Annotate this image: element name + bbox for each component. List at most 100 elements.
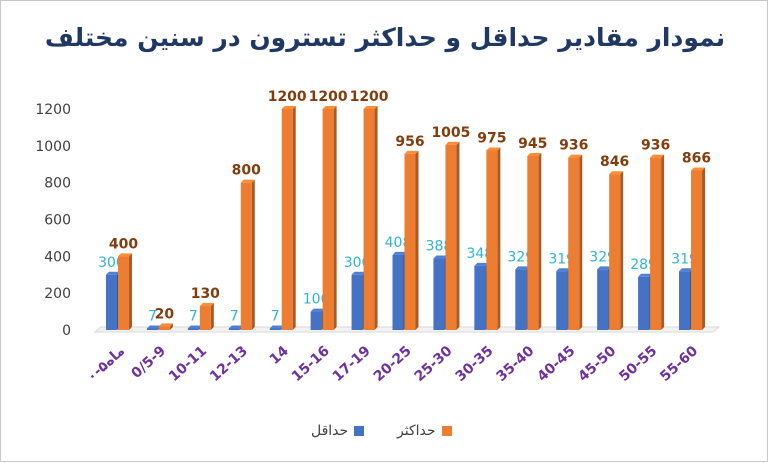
x-tick-label: 17-19 xyxy=(330,343,374,385)
y-tick-label: 200 xyxy=(44,286,71,302)
bar-max-top xyxy=(568,154,583,158)
legend-swatch-max xyxy=(441,426,452,436)
data-label-max: 1005 xyxy=(431,125,470,141)
legend-item-max: حداکثر xyxy=(397,423,452,439)
bar-min-top xyxy=(515,266,530,270)
bar-min xyxy=(679,271,691,330)
y-tick-label: 600 xyxy=(44,213,71,229)
bar-min xyxy=(597,269,609,330)
bar-max-side xyxy=(661,154,665,330)
bar-min xyxy=(310,311,322,330)
bar-max xyxy=(158,326,170,330)
bar-max-top xyxy=(527,152,542,156)
bar-min xyxy=(515,269,527,330)
bar-max-top xyxy=(445,141,460,145)
bar-min-top xyxy=(392,251,407,255)
bar-min xyxy=(474,265,486,330)
data-label-max: 400 xyxy=(109,236,138,252)
y-tick-label: 400 xyxy=(44,249,71,265)
bar-max-side xyxy=(374,106,378,330)
x-tick-label: 45-50 xyxy=(575,343,619,385)
data-label-max: 936 xyxy=(559,138,588,154)
bar-max-side xyxy=(333,106,337,330)
bar-max-side xyxy=(456,141,460,330)
y-tick-label: 1000 xyxy=(35,139,71,155)
x-tick-label: 35-40 xyxy=(493,343,537,385)
bar-min-top xyxy=(679,268,694,272)
bar-max-side xyxy=(497,147,501,330)
bar-max-top xyxy=(363,106,378,109)
data-label-max: 1200 xyxy=(309,89,348,105)
y-tick-label: 1200 xyxy=(35,102,71,118)
bar-max-top xyxy=(609,171,624,175)
x-tick-label: 25-30 xyxy=(412,343,456,385)
bar-min-top xyxy=(351,271,366,275)
bar-max xyxy=(281,109,293,330)
bar-min-top xyxy=(187,325,202,329)
bar-max-top xyxy=(322,106,337,109)
bar-max xyxy=(486,150,498,330)
bar-min xyxy=(187,328,199,330)
data-label-max: 936 xyxy=(641,138,670,154)
bar-min xyxy=(556,271,568,330)
bar-min xyxy=(228,328,240,330)
legend-label-min: حداقل xyxy=(311,423,349,439)
bar-min-top xyxy=(228,325,243,329)
bar-max xyxy=(650,157,662,330)
data-label-max: 866 xyxy=(682,151,711,167)
x-tick-label: 0/5-9 xyxy=(129,343,170,382)
data-label-min: 7 xyxy=(271,309,280,325)
bar-max xyxy=(117,256,129,330)
chart-title: نمودار مقادیر حداقل و حداکثر تسترون در س… xyxy=(44,23,726,52)
data-label-max: 1200 xyxy=(350,89,389,105)
bar-min-top xyxy=(105,271,120,275)
bar-min-top xyxy=(556,268,571,272)
bar-max xyxy=(240,182,252,330)
x-tick-label: 15-16 xyxy=(289,343,333,385)
x-tick-label: 40-45 xyxy=(534,343,578,385)
bar-min xyxy=(146,328,158,330)
bar-max-side xyxy=(292,106,296,330)
bar-max-top xyxy=(691,167,706,171)
bar-max xyxy=(199,306,211,330)
bar-max-side xyxy=(702,167,706,330)
data-label-min: 7 xyxy=(148,309,157,325)
bar-max xyxy=(445,144,457,330)
bar-max-side xyxy=(210,303,214,330)
data-label-max: 945 xyxy=(518,136,547,152)
legend-swatch-min xyxy=(354,426,365,436)
data-label-min: 7 xyxy=(189,309,198,325)
bar-min-top xyxy=(474,262,489,266)
x-tick-label: 10-11 xyxy=(166,343,210,385)
bar-min xyxy=(269,328,281,330)
data-label-max: 1200 xyxy=(268,89,307,105)
bar-max-top xyxy=(240,179,255,183)
bar-max-side xyxy=(579,154,583,330)
bar-max xyxy=(404,153,416,330)
x-tick-label: 50-55 xyxy=(616,343,660,385)
x-tick-label: 12-13 xyxy=(207,343,251,385)
data-label-max: 956 xyxy=(395,134,424,150)
bar-max-top xyxy=(281,106,296,109)
bar-min-top xyxy=(597,266,612,270)
bar-max-top xyxy=(486,147,501,151)
bar-min-top xyxy=(146,325,161,329)
bar-min xyxy=(638,276,650,330)
bar-max xyxy=(322,109,334,330)
bar-min-top xyxy=(638,273,653,277)
bar-max xyxy=(568,157,580,330)
data-label-max: 20 xyxy=(155,306,175,322)
bar-max xyxy=(691,170,703,330)
x-tick-label: 20-25 xyxy=(371,343,415,385)
bar-max-side xyxy=(169,323,173,330)
bar-max-top xyxy=(404,150,419,154)
x-tick-label: 30-35 xyxy=(453,343,497,385)
x-tick-label: 14 xyxy=(267,343,292,368)
bar-min xyxy=(433,258,445,330)
data-label-min: 7 xyxy=(230,309,239,325)
legend-item-min: حداقل xyxy=(311,423,365,439)
bar-max-side xyxy=(538,152,542,330)
y-tick-label: 800 xyxy=(44,176,71,192)
bar-min-top xyxy=(433,255,448,259)
